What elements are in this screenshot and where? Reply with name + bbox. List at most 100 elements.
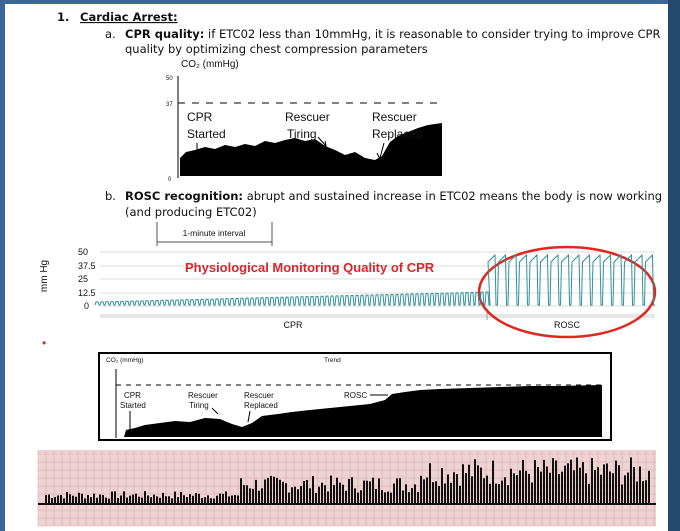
tick-label: 0: [84, 301, 89, 311]
interval-label: 1-minute interval: [183, 228, 246, 238]
strip-trace: [129, 496, 131, 504]
page-edge: [668, 0, 680, 531]
list-number: 1.: [57, 10, 69, 24]
strip-trace: [279, 480, 281, 504]
strip-trace: [120, 495, 122, 504]
strip-trace: [99, 495, 101, 504]
strip-trace: [519, 470, 521, 504]
strip-trace: [297, 489, 299, 504]
strip-trace: [576, 457, 578, 504]
strip-trace: [552, 458, 554, 504]
strip-trace: [186, 497, 188, 504]
strip-trace: [621, 485, 623, 504]
axis-label: CO₂ (mmHg): [181, 59, 239, 70]
strip-trace: [636, 482, 638, 504]
strip-trace: [78, 493, 80, 504]
annotation: Started: [187, 127, 226, 141]
strip-trace: [243, 485, 245, 504]
strip-trace: [93, 494, 95, 504]
phase-label: CPR: [283, 320, 303, 330]
strip-trace: [204, 497, 206, 504]
strip-trace: [585, 473, 587, 504]
strip-trace: [45, 495, 47, 504]
strip-trace: [399, 478, 401, 504]
strip-trace: [330, 476, 332, 504]
strip-trace: [408, 492, 410, 504]
item-label: ROSC recognition:: [125, 189, 243, 203]
annotation: CPR: [124, 391, 141, 400]
annotation: Rescuer: [372, 110, 417, 124]
strip-trace: [192, 496, 194, 504]
strip-trace: [306, 480, 308, 504]
phase-label: ROSC: [554, 320, 581, 330]
strip-trace: [507, 485, 509, 504]
figure-title: Physiological Monitoring Quality of CPR: [185, 260, 435, 275]
strip-trace: [147, 495, 149, 504]
strip-trace: [66, 492, 68, 504]
strip-trace: [222, 494, 224, 504]
strip-trace: [375, 489, 377, 504]
strip-trace: [642, 481, 644, 504]
strip-trace: [285, 483, 287, 504]
strip-trace: [261, 488, 263, 504]
strip-trace: [345, 491, 347, 504]
strip-trace: [468, 465, 470, 504]
strip-trace: [633, 467, 635, 504]
strip-trace: [114, 491, 116, 504]
item-line: if ETC02 less than 10mmHg, it is reasona…: [204, 27, 660, 41]
strip-trace: [588, 484, 590, 504]
strip-trace: [267, 478, 269, 504]
annotation: Replaced: [244, 401, 278, 410]
tick-label: 37.5: [78, 261, 96, 271]
strip-trace: [504, 477, 506, 504]
item-line: abrupt and sustained increase in ETC02 m…: [243, 189, 662, 203]
strip-trace: [432, 482, 434, 504]
phase-bar: [100, 314, 655, 318]
strip-trace: [489, 484, 491, 504]
strip-trace: [465, 473, 467, 504]
strip-trace: [336, 478, 338, 504]
strip-trace: [327, 491, 329, 504]
strip-trace: [534, 460, 536, 504]
strip-trace: [351, 477, 353, 504]
strip-trace: [246, 485, 248, 504]
strip-trace: [60, 495, 62, 504]
strip-paper: [38, 450, 656, 526]
strip-trace: [570, 460, 572, 504]
trend-label: Trend: [324, 357, 341, 364]
strip-trace: [177, 497, 179, 504]
strip-trace: [369, 481, 371, 504]
strip-trace: [333, 485, 335, 504]
strip-trace: [291, 487, 293, 504]
item-text: CPR quality: if ETC02 less than 10mmHg, …: [125, 27, 660, 41]
strip-trace: [411, 488, 413, 504]
strip-trace: [492, 461, 494, 504]
strip-trace: [315, 493, 317, 504]
strip-trace: [288, 493, 290, 504]
strip-trace: [417, 492, 419, 504]
strip-trace: [255, 480, 257, 504]
strip-trace: [531, 483, 533, 504]
strip-trace: [189, 494, 191, 504]
strip-trace: [483, 478, 485, 504]
section-title: Cardiac Arrest:: [80, 10, 178, 24]
tick-label: 25: [78, 274, 88, 284]
strip-trace: [618, 465, 620, 504]
bullet: •: [42, 336, 46, 350]
strip-trace: [435, 481, 437, 504]
strip-trace: [360, 490, 362, 504]
strip-trace: [426, 477, 428, 504]
strip-trace: [282, 482, 284, 504]
annotation: Tiring: [287, 127, 317, 141]
strip-trace: [324, 485, 326, 504]
strip-trace: [438, 486, 440, 504]
strip-trace: [273, 477, 275, 504]
annotation: Tiring: [189, 401, 209, 410]
strip-trace: [591, 458, 593, 504]
strip-trace: [522, 460, 524, 504]
strip-trace: [510, 469, 512, 504]
strip-trace: [156, 496, 158, 504]
strip-trace: [627, 473, 629, 504]
page: { "header": {"number": "1.", "title": "C…: [0, 0, 680, 531]
strip-trace: [165, 496, 167, 504]
